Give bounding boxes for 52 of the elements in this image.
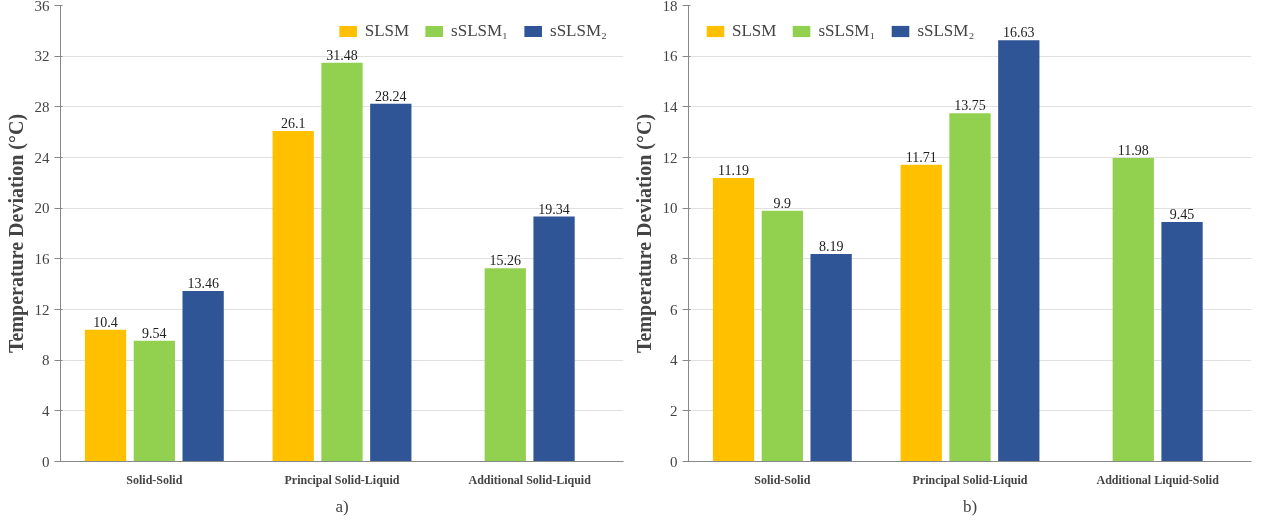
y-tick-label: 14 [662,98,678,115]
legend-label: SLSM [364,21,410,41]
x-tick-label: Solid-Solid [126,472,183,487]
y-tick-label: 0 [42,453,50,470]
y-tick-label: 28 [34,98,50,115]
data-label: 31.48 [326,47,358,63]
y-tick-label: 8 [42,352,50,369]
x-tick-label: Principal Solid-Liquid [284,472,400,487]
text: b) [962,496,978,516]
x-tick-label: Principal Solid-Liquid [912,472,1028,487]
y-tick-label: 36 [34,0,50,14]
y-tick-label: 20 [34,200,50,217]
y-axis-title: Temperature Deviation (°C) [632,113,656,354]
y-tick-label: 32 [34,48,50,65]
data-label: 11.19 [718,163,750,179]
y-tick-label: 24 [34,149,50,166]
data-label: 9.9 [773,195,792,211]
y-tick-label: 10 [662,200,678,217]
legend-label: sSLSM₁ [818,21,876,41]
y-tick-label: 0 [670,453,678,470]
legend-label: sSLSM₂ [917,21,975,41]
y-tick-label: 4 [42,402,50,419]
y-tick-label: 12 [34,301,50,318]
y-tick-label: 16 [34,250,50,267]
y-tick-label: 8 [670,250,678,267]
data-label: 16.63 [1003,25,1035,41]
x-tick-label: Solid-Solid [754,472,811,487]
x-tick-label: Additional Liquid-Solid [1096,472,1220,487]
data-label: 8.19 [818,239,844,255]
y-tick-label: 12 [662,149,678,166]
legend-label: sSLSM₂ [550,21,607,41]
data-label: 13.75 [954,98,986,114]
data-label: 26.1 [280,115,306,131]
y-tick-label: 4 [670,352,678,369]
data-label: 9.45 [1169,207,1195,223]
data-label: 9.54 [142,325,167,341]
x-tick-label: Additional Solid-Liquid [468,472,592,487]
data-label: 11.71 [905,149,937,165]
data-label: 19.34 [538,201,570,217]
text: a) [335,496,349,516]
data-label: 15.26 [489,253,522,269]
legend-label: sSLSM₁ [451,21,509,41]
data-label: 11.98 [1117,143,1149,159]
y-tick-label: 18 [662,0,678,14]
y-axis-title: Temperature Deviation (°C) [4,113,28,354]
y-tick-label: 16 [662,48,678,65]
data-label: 10.4 [93,314,118,330]
data-label: 13.46 [187,276,219,292]
legend-label: SLSM [732,21,777,41]
data-label: 28.24 [375,88,407,104]
y-tick-label: 2 [670,402,678,419]
y-tick-label: 6 [670,301,678,318]
